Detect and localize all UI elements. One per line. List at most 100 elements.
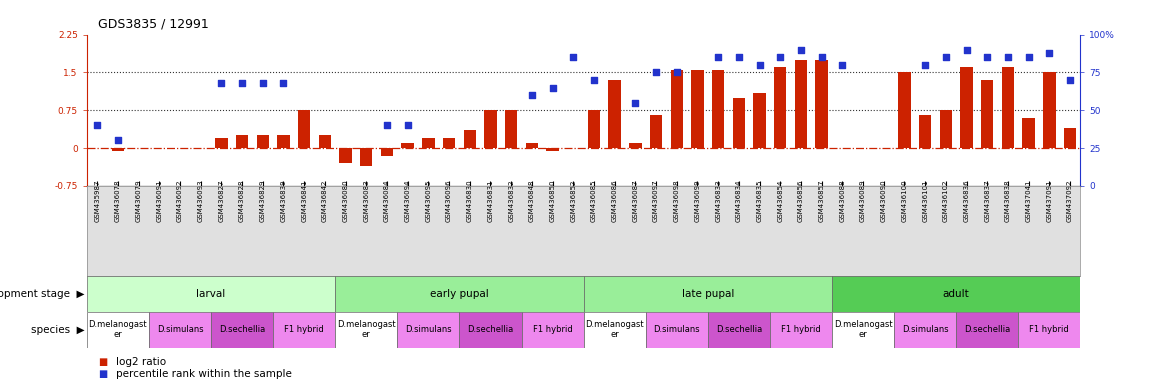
Bar [215, 138, 228, 148]
Text: development stage  ▶: development stage ▶ [0, 289, 85, 299]
Text: D.simulans: D.simulans [156, 325, 204, 334]
Bar [463, 131, 476, 148]
Bar [939, 110, 952, 148]
Point [212, 80, 230, 86]
Text: ■: ■ [98, 369, 108, 379]
Bar [460, 312, 521, 348]
Bar [733, 98, 745, 148]
Bar [236, 136, 248, 148]
Bar [712, 70, 725, 148]
Point [771, 54, 790, 60]
Bar [981, 80, 994, 148]
Point [543, 84, 562, 91]
Bar [397, 312, 460, 348]
Bar [360, 148, 373, 166]
Bar [1043, 73, 1056, 148]
Point [585, 77, 603, 83]
Text: percentile rank within the sample: percentile rank within the sample [116, 369, 292, 379]
Bar [815, 60, 828, 148]
Text: D.sechellia: D.sechellia [219, 325, 265, 334]
Text: adult: adult [943, 289, 969, 299]
Text: D.sechellia: D.sechellia [716, 325, 762, 334]
Bar [919, 115, 931, 148]
Bar [339, 148, 352, 163]
Text: F1 hybrid: F1 hybrid [1029, 325, 1069, 334]
Text: ■: ■ [98, 357, 108, 367]
Bar [831, 276, 1080, 312]
Point [916, 62, 935, 68]
Bar [318, 136, 331, 148]
Bar [111, 148, 124, 151]
Bar [1023, 118, 1035, 148]
Point [564, 54, 582, 60]
Bar [273, 312, 336, 348]
Text: species  ▶: species ▶ [31, 324, 85, 335]
Point [958, 46, 976, 53]
Bar [505, 110, 518, 148]
Point [1061, 77, 1079, 83]
Bar [650, 115, 662, 148]
Point [274, 80, 293, 86]
Point [813, 54, 831, 60]
Bar [670, 70, 683, 148]
Text: F1 hybrid: F1 hybrid [533, 325, 572, 334]
Text: D.simulans: D.simulans [405, 325, 452, 334]
Bar [87, 276, 336, 312]
Bar [402, 143, 413, 148]
Point [667, 70, 686, 76]
Point [1019, 54, 1038, 60]
Bar [584, 276, 831, 312]
Text: late pupal: late pupal [682, 289, 734, 299]
Point [979, 54, 997, 60]
Bar [774, 67, 786, 148]
Bar [754, 93, 765, 148]
Bar [899, 73, 910, 148]
Bar [149, 312, 211, 348]
Text: GDS3835 / 12991: GDS3835 / 12991 [98, 18, 210, 31]
Bar [960, 67, 973, 148]
Bar [423, 138, 434, 148]
Bar [336, 276, 584, 312]
Point [730, 54, 748, 60]
Bar [957, 312, 1018, 348]
Text: D.melanogast
er: D.melanogast er [834, 320, 893, 339]
Bar [521, 312, 584, 348]
Bar [442, 138, 455, 148]
Text: early pupal: early pupal [430, 289, 489, 299]
Point [88, 122, 107, 128]
Bar [770, 312, 831, 348]
Text: F1 hybrid: F1 hybrid [782, 325, 821, 334]
Text: D.simulans: D.simulans [653, 325, 701, 334]
Text: D.sechellia: D.sechellia [965, 325, 1011, 334]
Bar [526, 143, 538, 148]
Point [709, 54, 727, 60]
Bar [277, 136, 290, 148]
Bar [1002, 67, 1014, 148]
Text: D.melanogast
er: D.melanogast er [585, 320, 644, 339]
Bar [794, 60, 807, 148]
Text: D.sechellia: D.sechellia [468, 325, 514, 334]
Point [833, 62, 851, 68]
Text: D.melanogast
er: D.melanogast er [88, 320, 147, 339]
Point [998, 54, 1017, 60]
Bar [646, 312, 708, 348]
Point [792, 46, 811, 53]
Bar [708, 312, 770, 348]
Bar [336, 312, 397, 348]
Text: D.melanogast
er: D.melanogast er [337, 320, 396, 339]
Point [233, 80, 251, 86]
Bar [211, 312, 273, 348]
Point [378, 122, 396, 128]
Text: log2 ratio: log2 ratio [116, 357, 166, 367]
Bar [584, 312, 646, 348]
Bar [484, 110, 497, 148]
Bar [257, 136, 269, 148]
Bar [831, 312, 894, 348]
Text: F1 hybrid: F1 hybrid [285, 325, 324, 334]
Bar [298, 110, 310, 148]
Bar [629, 143, 642, 148]
Bar [381, 148, 394, 156]
Bar [894, 312, 957, 348]
Text: larval: larval [197, 289, 226, 299]
Bar [608, 80, 621, 148]
